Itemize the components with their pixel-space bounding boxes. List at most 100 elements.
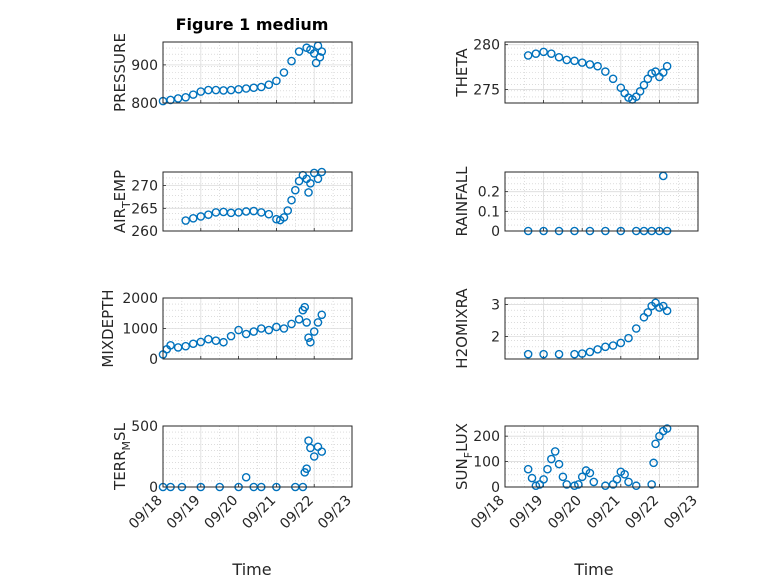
data-point (612, 475, 622, 484)
axes-box (162, 171, 353, 232)
y-axis-label: RAINFALL (453, 166, 471, 237)
y-tick-label: 100 (473, 455, 500, 471)
x-tick-label: 09/19 (507, 493, 547, 533)
y-tick-label: 900 (131, 58, 158, 74)
axes-box (504, 171, 699, 232)
y-axis-label: AIRTEMP (111, 170, 133, 233)
data-point (547, 49, 556, 58)
y-tick-label: 0 (491, 224, 500, 240)
data-point (639, 80, 649, 90)
data-point (593, 61, 602, 71)
data-point (294, 315, 304, 324)
data-point (554, 349, 564, 359)
data-point (249, 327, 259, 336)
data-point (313, 318, 323, 327)
data-point (272, 76, 281, 86)
y-tick-label: 200 (473, 429, 500, 445)
data-point (290, 185, 300, 195)
data-point (188, 339, 198, 349)
data-point (317, 47, 327, 56)
data-point (181, 92, 190, 102)
data-point (302, 464, 311, 474)
panel-mixdepth: 0 1000 2000 MIXDEPTH (99, 289, 353, 368)
data-point (662, 424, 672, 433)
data-point (631, 324, 641, 333)
data-point (306, 179, 315, 188)
data-point (264, 325, 274, 335)
data-point (294, 47, 304, 56)
data-point (562, 480, 572, 489)
data-point (256, 82, 266, 92)
data-point (264, 209, 274, 219)
data-point (554, 52, 564, 62)
x-tick-label: 09/18 (126, 493, 166, 533)
data-point (287, 319, 296, 329)
data-point (287, 195, 296, 205)
y-axis-label: TERRMSL (111, 422, 133, 491)
data-point (585, 60, 595, 69)
data-point (309, 49, 319, 58)
data-point (287, 56, 296, 66)
panel-h2omixra: 2 3 H2OMIXRA (453, 288, 699, 369)
x-tick-label: 09/18 (468, 493, 508, 533)
y-tick-label: 2 (491, 330, 500, 346)
data-point (539, 349, 548, 359)
data-point (196, 337, 206, 347)
data-point (635, 87, 645, 96)
x-tick-label: 09/21 (239, 493, 279, 533)
x-axis-label-left: Time (231, 560, 271, 579)
data-point (608, 341, 618, 350)
data-point (283, 206, 293, 215)
data-point (317, 447, 327, 456)
data-point (631, 481, 641, 491)
y-axis-label: MIXDEPTH (99, 289, 117, 367)
data-point (166, 340, 175, 350)
y-tick-label: 0 (149, 352, 158, 368)
y-tick-label: 270 (131, 179, 158, 195)
data-point (279, 68, 289, 77)
y-tick-label: 280 (473, 38, 500, 54)
data-point (272, 214, 281, 224)
data-point (655, 303, 664, 312)
axes-box (504, 41, 699, 104)
data-point (315, 52, 325, 62)
data-point (601, 342, 610, 352)
data-point (554, 459, 564, 469)
data-point (658, 68, 668, 77)
y-tick-label: 0.2 (478, 185, 500, 201)
data-point (204, 210, 213, 219)
y-tick-label: 265 (131, 201, 158, 217)
y-tick-label: 260 (131, 224, 158, 240)
axes-box (504, 297, 699, 360)
data-point (624, 333, 633, 343)
data-point (304, 333, 313, 342)
axes-box (504, 425, 699, 488)
data-point (196, 212, 206, 221)
data-point (624, 477, 633, 487)
data-point (585, 347, 595, 357)
data-point (181, 216, 190, 225)
data-point (577, 349, 587, 358)
x-tick-label: 09/20 (202, 493, 242, 533)
data-point (523, 349, 533, 359)
data-point (279, 213, 289, 222)
data-point (523, 51, 533, 60)
data-point (570, 481, 579, 491)
x-tick-label: 09/23 (661, 493, 701, 533)
data-point (662, 61, 672, 71)
data-point (593, 345, 602, 354)
x-tick-label: 09/21 (584, 493, 624, 533)
data-point (550, 447, 560, 456)
data-point (311, 58, 321, 68)
y-tick-label: 2000 (122, 291, 158, 307)
data-point (601, 67, 610, 76)
data-point (188, 90, 198, 99)
data-point (317, 310, 327, 320)
data-point (643, 308, 653, 317)
data-point (531, 481, 541, 491)
data-point (647, 480, 656, 489)
